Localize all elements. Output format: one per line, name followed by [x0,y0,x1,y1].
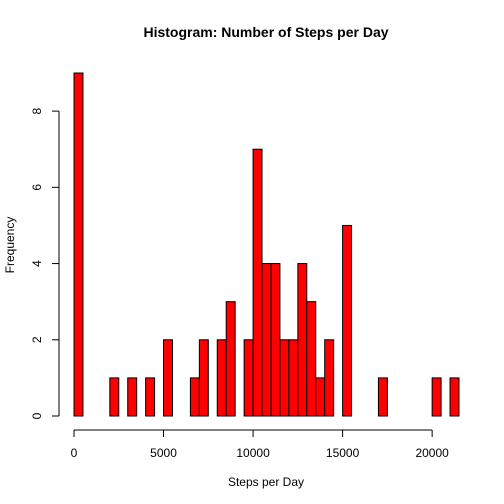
histogram-bar [127,377,138,417]
y-tick-label: 2 [30,336,44,343]
y-tick-label: 4 [30,260,44,267]
histogram-bar [109,377,120,417]
y-tick-label: 6 [30,184,44,191]
histogram-bar [342,224,353,417]
histogram-bar [270,263,281,417]
histogram-bar [288,339,299,417]
x-tick-label: 0 [71,446,78,460]
bars-group [73,72,460,417]
y-tick-label: 0 [30,412,44,419]
histogram-bar [431,377,442,417]
histogram-bar [449,377,460,417]
histogram-bar [297,263,308,417]
x-tick-label: 20000 [415,446,449,460]
x-tick-label: 5000 [150,446,177,460]
x-axis-label: Steps per Day [228,475,304,489]
x-tick-label: 15000 [326,446,360,460]
histogram-bar [73,72,84,417]
histogram-bar [216,339,227,417]
x-tick-label: 10000 [236,446,270,460]
histogram-bar [252,148,263,417]
histogram-bar [198,339,209,417]
x-axis: 0 5000 10000 15000 20000 [71,429,449,460]
histogram-bar [189,377,200,417]
chart-title: Histogram: Number of Steps per Day [143,24,388,40]
histogram-bar [225,301,236,417]
histogram-bar [324,339,335,417]
histogram-bar [145,377,156,417]
y-axis-label: Frequency [3,217,17,274]
histogram-bar [279,339,290,417]
histogram-bar [377,377,388,417]
histogram-bar [163,339,173,417]
y-tick-label: 8 [30,107,44,114]
histogram-bar [243,339,254,417]
y-axis: 0 2 4 6 8 [30,107,60,419]
histogram-bar [261,263,272,417]
histogram-bar [315,377,326,417]
histogram-bar [306,301,317,417]
